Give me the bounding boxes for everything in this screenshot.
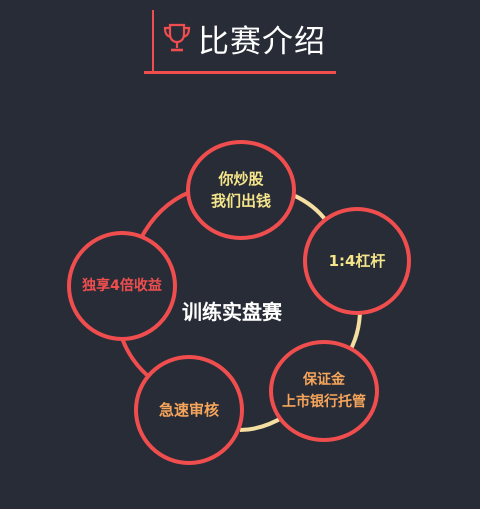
node-line: 我们出钱 (210, 192, 271, 210)
cycle-node-trading: 你炒股 我们出钱 (186, 140, 296, 240)
trophy-icon (163, 23, 191, 52)
cycle-node-returns: 独享4倍收益 (67, 231, 177, 341)
node-line: 1:4杠杆 (328, 252, 386, 270)
cycle-node-leverage: 1:4杠杆 (303, 207, 411, 315)
header-underline (144, 71, 336, 74)
header-vertical-line (152, 10, 154, 73)
node-line: 你炒股 (218, 170, 264, 188)
node-line: 急速审核 (158, 401, 219, 419)
center-label: 训练实盘赛 (182, 300, 282, 324)
connector-arc-5 (138, 190, 191, 241)
connector-arc-1 (292, 193, 329, 224)
section-header: 比赛介绍 (144, 10, 336, 74)
page-title: 比赛介绍 (198, 24, 326, 60)
cycle-node-review: 急速审核 (134, 355, 244, 465)
connector-arc-4 (120, 337, 150, 378)
node-line: 独享4倍收益 (82, 278, 162, 294)
node-line: 上市银行托管 (282, 394, 366, 410)
cycle-node-deposit: 保证金 上市银行托管 (269, 340, 379, 442)
node-line: 保证金 (303, 372, 345, 388)
